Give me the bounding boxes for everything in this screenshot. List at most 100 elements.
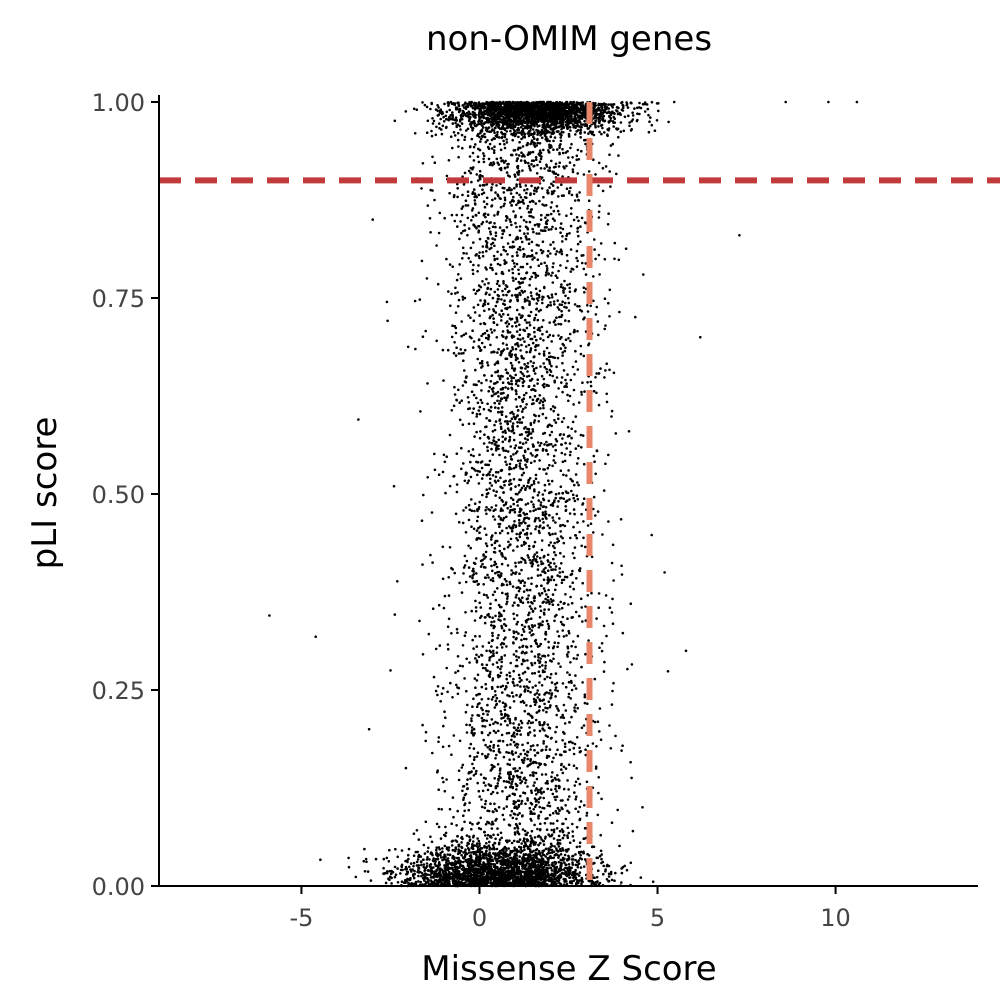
data-point (463, 171, 467, 175)
data-point (590, 555, 594, 559)
data-point (463, 296, 467, 300)
data-point (503, 429, 507, 433)
data-point (541, 301, 544, 305)
data-point (572, 496, 575, 500)
data-point (448, 191, 451, 195)
data-point (494, 449, 498, 452)
data-point (519, 459, 523, 462)
data-point (509, 743, 512, 746)
data-point (475, 538, 479, 541)
data-point (536, 751, 540, 755)
data-point (480, 192, 484, 196)
data-point (554, 492, 558, 496)
data-point (490, 331, 494, 334)
data-point (475, 661, 479, 664)
data-point (533, 384, 536, 388)
data-point (462, 566, 466, 569)
data-point (535, 584, 539, 588)
data-point (490, 374, 494, 378)
data-point (574, 430, 577, 433)
data-point (511, 346, 514, 349)
data-point (557, 662, 560, 665)
data-point (520, 771, 523, 774)
data-point (524, 463, 527, 467)
data-point (514, 744, 517, 747)
data-point (544, 691, 547, 695)
data-point (620, 573, 624, 576)
data-point (490, 186, 493, 189)
data-point (450, 753, 453, 756)
data-point (486, 491, 490, 495)
data-point (526, 502, 530, 505)
data-point (542, 339, 545, 342)
data-point (521, 601, 525, 604)
data-point (547, 833, 550, 836)
data-point (524, 236, 528, 239)
data-point (462, 462, 465, 465)
data-point (510, 734, 514, 738)
data-point (576, 497, 580, 501)
data-point (524, 487, 527, 490)
data-point (470, 180, 473, 184)
data-point (419, 860, 423, 864)
data-point (519, 794, 522, 798)
data-point (574, 360, 578, 363)
data-point (516, 167, 520, 170)
data-point (547, 532, 551, 535)
data-point (452, 734, 456, 737)
data-point (556, 276, 559, 280)
data-point (452, 195, 456, 199)
data-point (509, 455, 513, 458)
data-point (463, 820, 466, 824)
data-point (527, 625, 531, 628)
data-point (536, 568, 540, 571)
data-point (518, 433, 522, 437)
data-point (498, 376, 502, 380)
data-point (518, 313, 521, 316)
data-point (511, 753, 515, 756)
data-point (514, 664, 518, 668)
data-point (503, 714, 507, 718)
data-point (523, 437, 527, 440)
data-point (570, 572, 574, 576)
data-point (545, 357, 549, 361)
data-point (543, 655, 547, 658)
data-point (504, 431, 507, 435)
data-point (549, 696, 553, 699)
data-point (559, 858, 562, 862)
data-point (500, 236, 504, 239)
data-point (522, 277, 525, 281)
data-point (603, 660, 606, 664)
data-point (556, 574, 559, 577)
data-point (564, 294, 567, 298)
data-point (470, 219, 473, 222)
data-point (508, 706, 512, 709)
data-point (529, 151, 532, 154)
data-point (538, 199, 541, 203)
data-point (594, 514, 597, 517)
data-point (480, 366, 483, 369)
data-point (485, 196, 489, 200)
data-point (493, 238, 497, 241)
data-point (477, 482, 481, 485)
data-point (499, 410, 503, 414)
data-point (531, 721, 535, 724)
data-point (580, 665, 583, 669)
data-point (464, 580, 468, 584)
data-point (507, 439, 511, 443)
data-point (545, 305, 549, 309)
data-point (420, 863, 423, 867)
data-point (431, 751, 434, 755)
data-point (559, 524, 562, 528)
data-point (488, 487, 491, 491)
data-point (478, 702, 481, 705)
data-point (496, 300, 499, 304)
data-point (624, 247, 628, 250)
data-point (486, 713, 489, 716)
data-point (511, 680, 515, 684)
data-point (579, 308, 582, 312)
data-point (504, 357, 508, 361)
data-point (510, 417, 514, 421)
data-point (512, 195, 515, 199)
data-point (579, 854, 582, 857)
